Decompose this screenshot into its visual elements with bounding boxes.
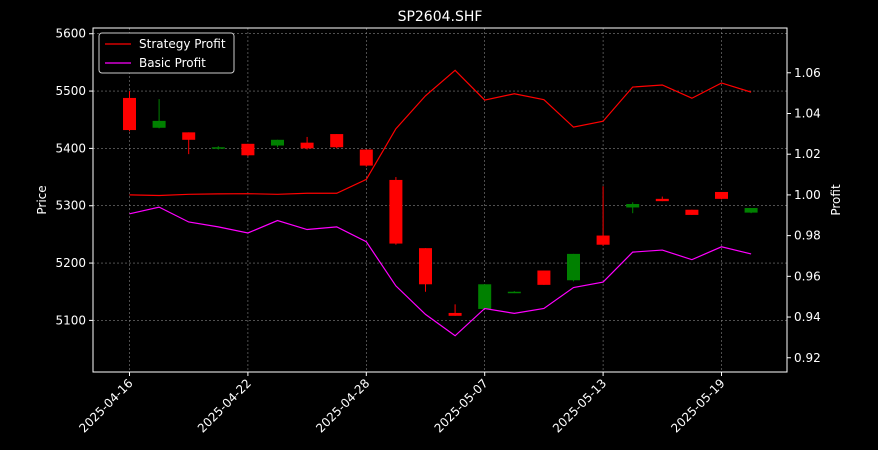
candle-body xyxy=(330,134,344,148)
y-tick-label-left: 5500 xyxy=(55,84,86,98)
candle-body xyxy=(389,179,403,244)
chart-title: SP2604.SHF xyxy=(398,9,483,25)
candle-body xyxy=(567,253,580,281)
candle-body xyxy=(685,209,699,215)
candle-body xyxy=(537,270,551,285)
y-tick-label-left: 5200 xyxy=(55,256,86,270)
y-tick-label-right: 0.94 xyxy=(794,310,821,324)
candle-body xyxy=(507,291,521,294)
candle-body xyxy=(419,248,432,285)
y-tick-label-right: 0.98 xyxy=(794,229,821,243)
y-tick-label-right: 1.00 xyxy=(794,188,821,202)
y-tick-label-right: 1.06 xyxy=(794,66,821,80)
candle-body xyxy=(300,142,314,149)
legend: Strategy Profit Basic Profit xyxy=(98,32,235,74)
legend-label-strategy-profit: Strategy Profit xyxy=(139,37,226,51)
y-tick-label-left: 5100 xyxy=(55,313,86,327)
candle-body xyxy=(478,284,492,309)
candle-body xyxy=(655,198,669,202)
candle-body xyxy=(182,132,196,140)
y-axis-label-price: Price xyxy=(35,185,49,214)
candle-body xyxy=(359,149,373,166)
legend-label-basic-profit: Basic Profit xyxy=(139,56,206,70)
candlestick-series xyxy=(123,91,758,316)
candle-body xyxy=(123,97,136,131)
candle-body xyxy=(744,208,758,213)
candle-body xyxy=(596,235,610,245)
candle-body xyxy=(241,143,255,156)
y-axis-label-profit: Profit xyxy=(829,184,843,216)
candle-body xyxy=(715,191,728,199)
profit-lines xyxy=(129,69,752,337)
strategy-profit-line xyxy=(129,69,752,197)
candle-body xyxy=(626,204,640,208)
candle-body xyxy=(271,139,284,146)
plot-frame xyxy=(92,27,788,373)
legend-box xyxy=(98,32,235,74)
y-tick-label-right: 0.96 xyxy=(794,269,821,283)
y-tick-label-left: 5600 xyxy=(55,27,86,41)
y-tick-label-right: 0.92 xyxy=(794,351,821,365)
y-tick-label-right: 1.04 xyxy=(794,106,821,120)
candle-body xyxy=(448,312,462,316)
y-tick-label-left: 5400 xyxy=(55,141,86,155)
candle-body xyxy=(211,147,225,149)
y-tick-label-left: 5300 xyxy=(55,199,86,213)
y-tick-label-right: 1.02 xyxy=(794,147,821,161)
candle-body xyxy=(152,120,166,128)
basic-profit-line xyxy=(129,206,752,337)
